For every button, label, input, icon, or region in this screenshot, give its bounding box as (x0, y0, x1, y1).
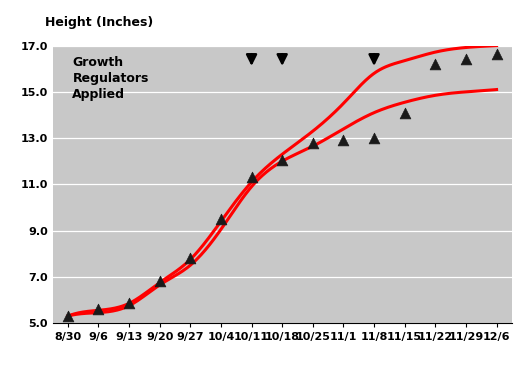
Point (155, 278, 164, 284)
Point (186, 255, 194, 261)
Point (247, 174, 256, 180)
Point (64, 313, 72, 319)
Point (401, 110, 409, 116)
Point (370, 135, 378, 141)
Point (492, 51, 501, 57)
Point (94, 306, 103, 312)
Point (431, 61, 439, 67)
Point (278, 157, 287, 163)
Point (125, 300, 133, 306)
Point (309, 140, 317, 146)
Text: Height (Inches): Height (Inches) (45, 16, 153, 30)
Text: Growth
Regulators
Applied: Growth Regulators Applied (72, 56, 149, 101)
Point (462, 57, 470, 62)
Point (339, 138, 348, 143)
Point (217, 216, 225, 222)
